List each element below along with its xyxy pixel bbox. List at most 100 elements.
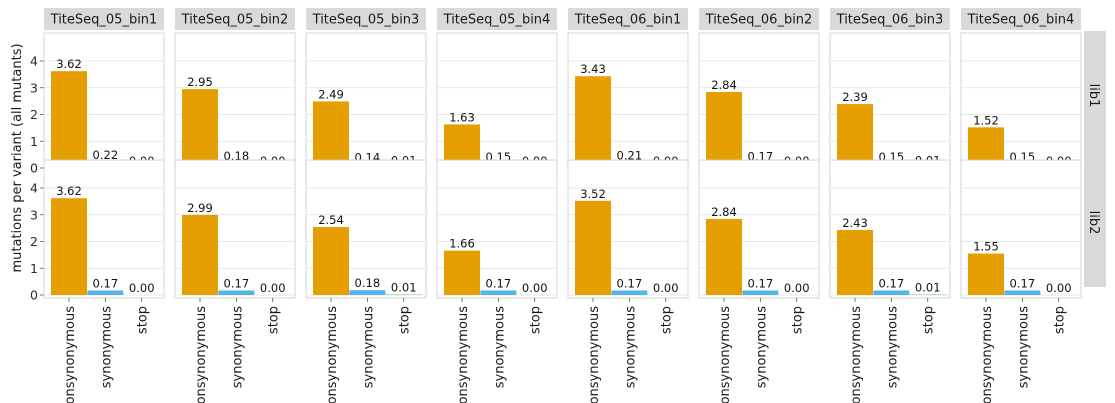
bar-value-label: 2.99 — [187, 201, 213, 215]
x-tick-label: nonsynonymous — [718, 306, 733, 403]
facet-row-label: lib2 — [1086, 211, 1101, 235]
facet-strip — [44, 8, 164, 30]
bar-value-label: 0.17 — [224, 276, 250, 290]
bar-value-label: 1.52 — [973, 113, 999, 127]
facet-panel: 2.43 0.17 0.01 — [829, 159, 951, 299]
y-tick-label: 3 — [30, 80, 38, 95]
y-tick-label: 0 — [30, 161, 38, 176]
y-tick-label: 4 — [30, 54, 38, 69]
facet-panel: 3.62 0.17 0.00 — [43, 159, 165, 299]
x-tick-label: nonsynonymous — [849, 306, 864, 403]
facet-row-label: lib1 — [1086, 84, 1101, 108]
bar-nonsynonymous — [182, 215, 218, 295]
bar-nonsynonymous — [837, 229, 873, 295]
bar-value-label: 1.66 — [449, 237, 475, 251]
facet-panel: 2.99 0.17 0.00 — [174, 159, 296, 299]
x-tick-label: synonymous — [361, 306, 376, 388]
facet-row-strip — [1084, 31, 1106, 160]
facet-column-label: TiteSeq_05_bin1 — [50, 13, 158, 28]
bar-synonymous — [480, 290, 517, 295]
facet-panel: 2.840.170.00 — [698, 32, 820, 172]
bar-synonymous — [349, 290, 386, 295]
x-tick-label: stop — [791, 306, 806, 334]
bar-value-label: 3.52 — [580, 187, 606, 201]
bar-synonymous — [1004, 290, 1041, 295]
x-tick-label: stop — [267, 306, 282, 334]
facet-strip — [568, 8, 688, 30]
bar-value-label: 0.01 — [391, 281, 417, 295]
bar-value-label: 2.84 — [711, 78, 737, 92]
y-tick-label: 3 — [30, 207, 38, 222]
y-tick-label: 1 — [30, 134, 38, 149]
facet-strip — [437, 8, 557, 30]
bar-nonsynonymous — [313, 227, 349, 295]
bar-nonsynonymous — [444, 250, 480, 295]
x-tick-label: synonymous — [492, 306, 507, 388]
facet-column-label: TiteSeq_05_bin3 — [312, 13, 420, 28]
facet-row-strip — [1084, 158, 1106, 287]
x-tick-label: synonymous — [230, 306, 245, 388]
bar-value-label: 0.22 — [93, 148, 119, 162]
facet-panel: 2.54 0.18 0.01 — [305, 159, 427, 299]
facet-panel: 1.55 0.17 0.00 — [960, 159, 1082, 299]
facet-panel: 2.490.140.01 — [305, 32, 427, 172]
x-tick-label: synonymous — [99, 306, 114, 388]
bar-value-label: 3.62 — [56, 57, 82, 71]
bar-nonsynonymous — [51, 198, 87, 295]
bar-value-label: 0.21 — [617, 148, 643, 162]
facet-strip — [175, 8, 295, 30]
facet-strip — [961, 8, 1081, 30]
bar-value-label: 0.17 — [486, 276, 512, 290]
bar-nonsynonymous — [575, 76, 611, 168]
bar-value-label: 3.62 — [56, 184, 82, 198]
y-tick-label: 4 — [30, 181, 38, 196]
bar-value-label: 0.00 — [1046, 281, 1072, 295]
y-tick-label: 0 — [30, 288, 38, 303]
facet-panel: 1.520.150.00 — [960, 32, 1082, 172]
x-tick-label: synonymous — [754, 306, 769, 388]
panels: 0 1 2 3 4 0 1 2 3 4 TiteSeq_05_bin1 TiteSeq_05_bin2… — [30, 8, 1106, 403]
x-tick-label: stop — [398, 306, 413, 334]
bar-value-label: 0.18 — [355, 276, 381, 290]
bar-value-label: 0.00 — [784, 281, 810, 295]
x-tick-label: stop — [136, 306, 151, 334]
facet-column-label: TiteSeq_05_bin4 — [443, 13, 551, 28]
facet-panel: 2.84 0.17 0.00 — [698, 159, 820, 299]
x-tick-label: synonymous — [1016, 306, 1031, 388]
bar-value-label: 0.00 — [260, 281, 286, 295]
bar-value-label: 2.39 — [842, 90, 868, 104]
bar-nonsynonymous — [182, 89, 218, 168]
facet-panel: 3.620.220.00 — [43, 32, 165, 172]
bar-synonymous — [87, 290, 124, 295]
y-axis-title: mutations per variant (all mutants) — [10, 43, 25, 272]
facet-strip — [699, 8, 819, 30]
x-tick-label: synonymous — [885, 306, 900, 388]
x-tick-label: stop — [922, 306, 937, 334]
bar-value-label: 0.17 — [748, 276, 774, 290]
bar-value-label: 0.01 — [915, 281, 941, 295]
bar-value-label: 0.17 — [1010, 276, 1036, 290]
x-tick-label: nonsynonymous — [325, 306, 340, 403]
bar-value-label: 0.17 — [617, 276, 643, 290]
bar-value-label: 0.00 — [653, 281, 679, 295]
facet-column-label: TiteSeq_06_bin4 — [967, 13, 1075, 28]
y-tick-label: 2 — [30, 234, 38, 249]
bar-value-label: 2.54 — [318, 213, 344, 227]
bar-value-label: 1.63 — [449, 110, 475, 124]
bar-nonsynonymous — [51, 71, 87, 168]
facet-column-label: TiteSeq_06_bin2 — [705, 13, 813, 28]
bar-value-label: 0.00 — [522, 281, 548, 295]
facet-column-label: TiteSeq_06_bin3 — [836, 13, 944, 28]
x-tick-label: stop — [529, 306, 544, 334]
bar-value-label: 0.17 — [93, 276, 119, 290]
bar-value-label: 2.84 — [711, 205, 737, 219]
bar-value-label: 1.55 — [973, 240, 999, 254]
bar-synonymous — [742, 290, 779, 295]
panel-border — [436, 159, 558, 299]
facet-column-label: TiteSeq_05_bin2 — [181, 13, 289, 28]
facet-panel: 2.950.180.00 — [174, 32, 296, 172]
x-tick-label: synonymous — [623, 306, 638, 388]
facet-strip — [306, 8, 426, 30]
facet-panel: 2.390.150.01 — [829, 32, 951, 172]
